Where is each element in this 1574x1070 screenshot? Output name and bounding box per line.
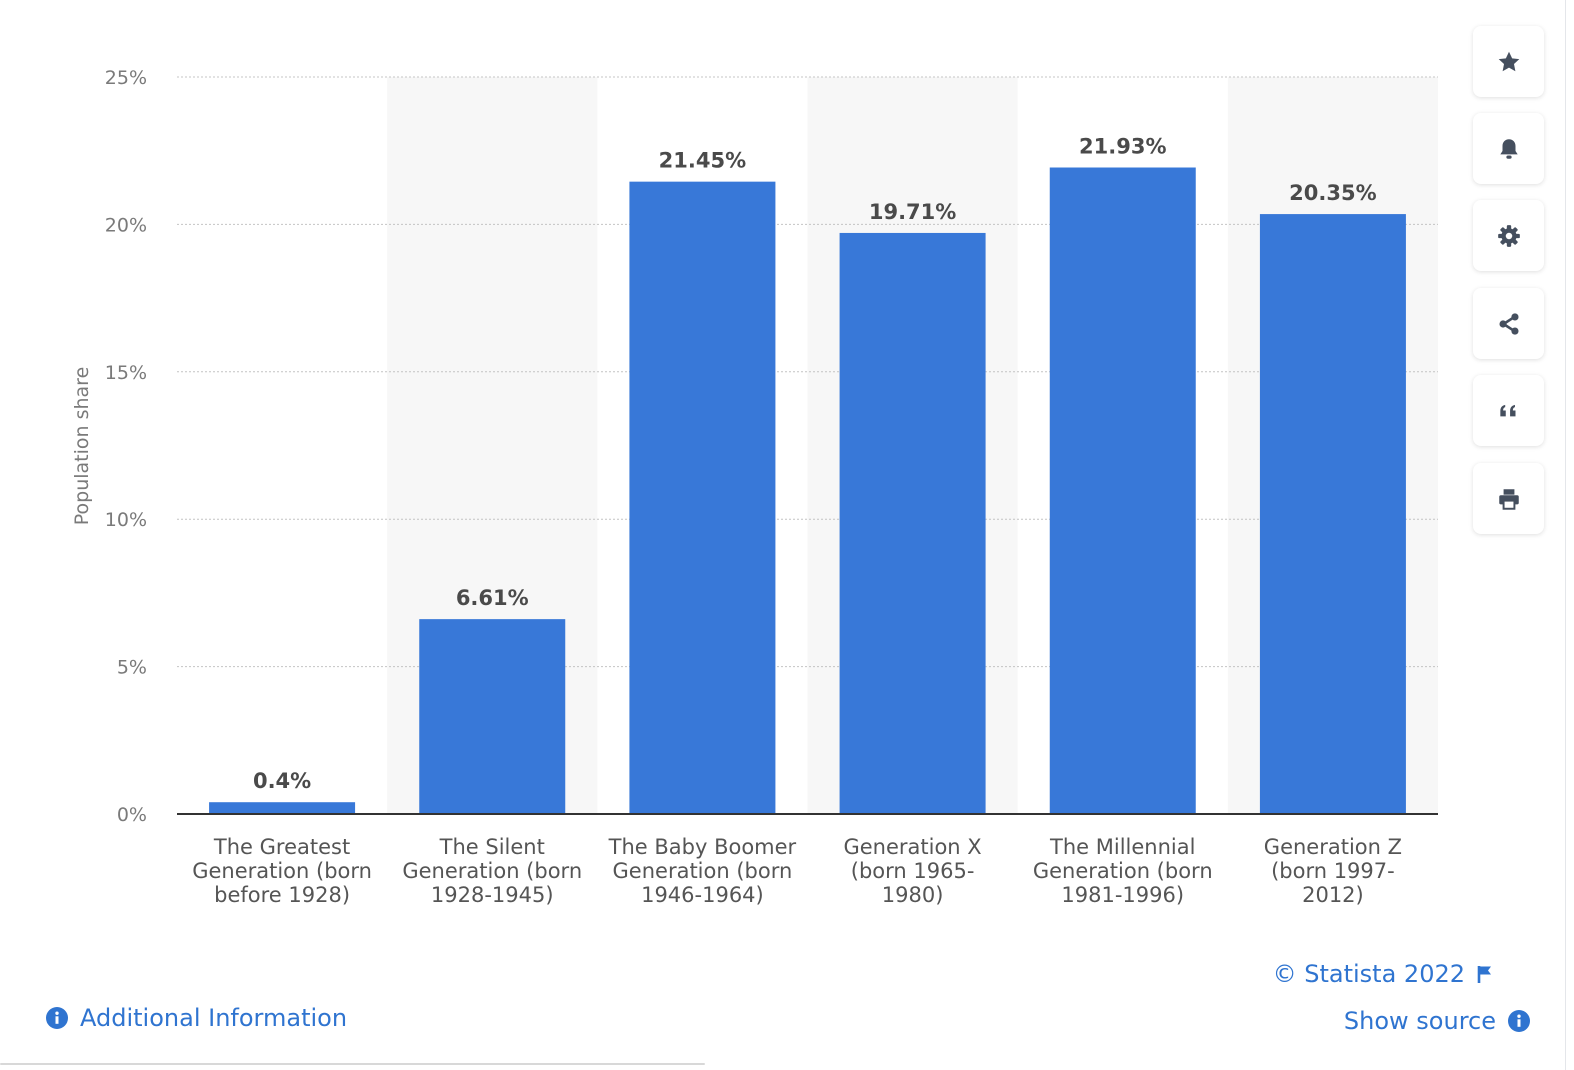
share-icon xyxy=(1498,312,1519,335)
data-label: 20.35% xyxy=(1289,181,1376,205)
data-label: 21.93% xyxy=(1079,135,1166,159)
x-tick-label-line: 2012) xyxy=(1302,883,1364,907)
y-tick-label: 15% xyxy=(105,362,147,384)
settings-button[interactable] xyxy=(1473,200,1544,271)
flag-icon xyxy=(1477,966,1491,983)
y-tick-label: 20% xyxy=(105,214,147,236)
x-tick-label-line: 1980) xyxy=(882,883,944,907)
x-tick-label-line: 1946-1964) xyxy=(641,883,764,907)
x-tick-label: Generation Z (born 1997-2012) xyxy=(1264,835,1402,907)
x-tick-label-line: The Millennial xyxy=(1049,835,1195,859)
show-source-text: Show source xyxy=(1343,1007,1496,1035)
additional-information-text: Additional Information xyxy=(80,1004,348,1032)
additional-information-link[interactable]: Additional Information xyxy=(46,1004,347,1032)
info-icon xyxy=(1508,1010,1530,1032)
x-tick-label-line: The Silent xyxy=(439,835,545,859)
notification-button[interactable] xyxy=(1473,113,1544,184)
copyright-link[interactable]: © Statista 2022 xyxy=(1273,960,1493,988)
scrollbar[interactable] xyxy=(0,1063,705,1065)
x-tick-label-line: The Greatest xyxy=(213,835,350,859)
x-tick-label-line: Generation Z xyxy=(1264,835,1402,859)
x-tick-label-line: (born 1997- xyxy=(1271,859,1395,883)
y-tick-label: 25% xyxy=(105,67,147,89)
x-tick-label-line: 1981-1996) xyxy=(1061,883,1184,907)
cite-button[interactable] xyxy=(1473,375,1544,446)
print-icon xyxy=(1498,488,1519,510)
x-tick-label-line: (born 1965- xyxy=(851,859,975,883)
x-tick-label: The Baby Boomer Generation (born 1946-1964… xyxy=(608,835,797,907)
gear-icon xyxy=(1497,224,1520,247)
bar xyxy=(1259,214,1406,814)
y-axis-label: Population share xyxy=(71,367,93,526)
y-tick-label: 0% xyxy=(117,804,147,826)
print-button[interactable] xyxy=(1473,463,1544,534)
x-tick-label: The Greatest Generation (born before 1928) xyxy=(192,835,372,907)
data-label: 21.45% xyxy=(659,149,746,173)
show-source-link[interactable]: Show source xyxy=(1344,1007,1530,1035)
bar xyxy=(629,181,776,815)
x-tick-label-line: before 1928) xyxy=(214,883,350,907)
bar-chart: 0% 5% 10% 15% 20% 25% Population share 0.4% The … xyxy=(71,67,1438,907)
info-icon xyxy=(46,1007,68,1029)
copyright-text: © Statista 2022 xyxy=(1272,960,1465,988)
star-icon xyxy=(1498,51,1519,71)
x-tick-label-line: Generation (born xyxy=(613,859,793,883)
quote-icon xyxy=(1499,404,1515,416)
x-tick-label-line: 1928-1945) xyxy=(431,883,554,907)
bar xyxy=(419,619,566,814)
y-tick-label: 5% xyxy=(117,657,147,679)
x-tick-label-line: The Baby Boomer xyxy=(608,835,797,859)
x-tick-label-line: Generation (born xyxy=(192,859,372,883)
x-tick-label: The Silent Generation (born 1928-1945) xyxy=(402,835,582,907)
data-label: 0.4% xyxy=(253,769,311,793)
bell-icon xyxy=(1499,138,1518,159)
x-tick-label-line: Generation (born xyxy=(402,859,582,883)
data-label: 19.71% xyxy=(869,200,956,224)
bar xyxy=(209,802,356,814)
bar xyxy=(1049,167,1196,814)
y-tick-label: 10% xyxy=(105,509,147,531)
bar xyxy=(839,232,986,814)
x-tick-label: The Millennial Generation (born 1981-1996) xyxy=(1033,835,1213,907)
x-tick-label-line: Generation (born xyxy=(1033,859,1213,883)
x-tick-label: Generation X (born 1965-1980) xyxy=(843,835,981,907)
x-tick-label-line: Generation X xyxy=(843,835,981,859)
favorite-button[interactable] xyxy=(1473,26,1544,97)
data-label: 6.61% xyxy=(456,586,529,610)
share-button[interactable] xyxy=(1473,288,1544,359)
